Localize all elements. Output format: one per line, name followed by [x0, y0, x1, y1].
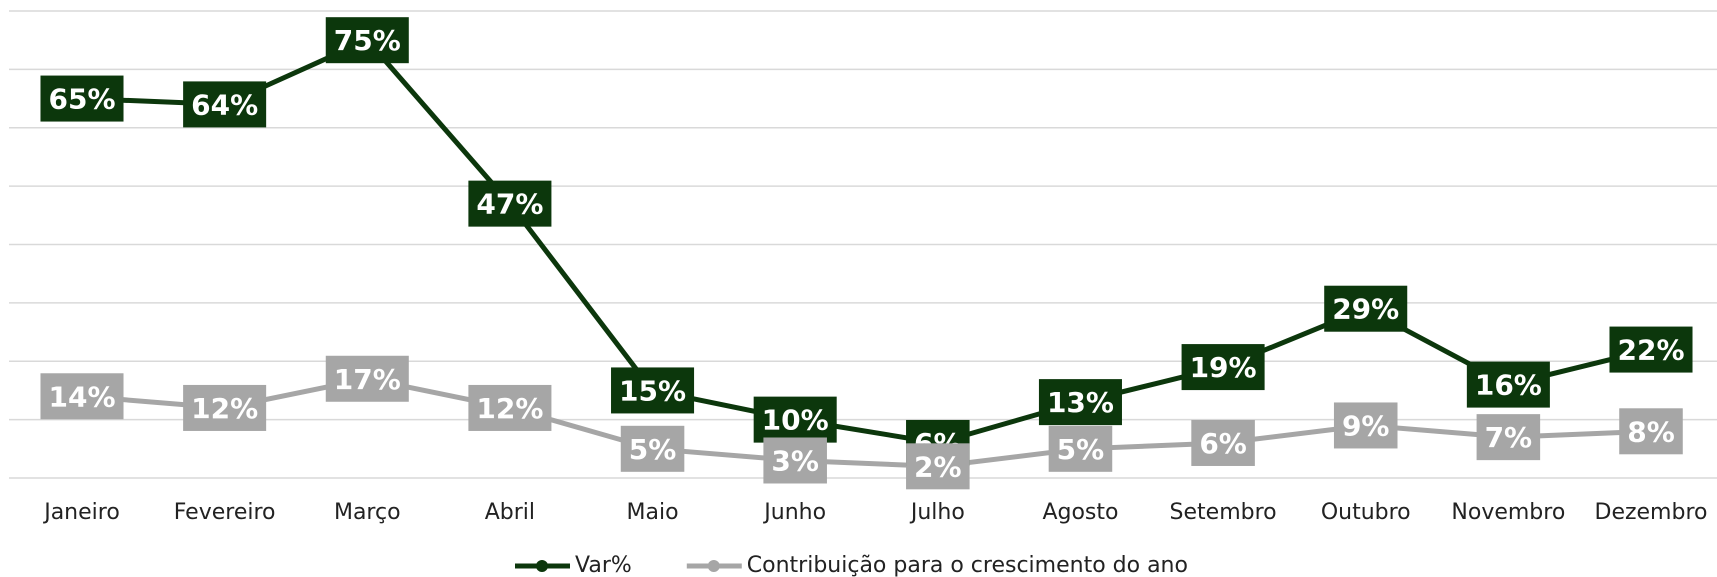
data-label: 16% — [1466, 361, 1550, 408]
data-label-box — [183, 384, 267, 431]
data-label-text: 17% — [334, 363, 401, 396]
data-label-text: 8% — [1627, 415, 1675, 448]
data-label-text: 2% — [914, 450, 962, 483]
data-label: 6% — [1191, 419, 1255, 466]
data-label: 12% — [183, 384, 267, 431]
data-label-text: 7% — [1485, 421, 1533, 454]
data-label-text: 29% — [1332, 293, 1399, 326]
data-label-box — [1038, 379, 1122, 426]
data-label: 13% — [1038, 379, 1122, 426]
x-tick-label: Abril — [485, 500, 535, 525]
data-label-box — [1324, 285, 1408, 332]
data-label: 9% — [1333, 402, 1398, 449]
data-label: 2% — [906, 443, 970, 490]
data-label-text: 9% — [1342, 409, 1390, 442]
data-label: 17% — [325, 355, 409, 402]
data-label-text: 75% — [334, 24, 401, 57]
data-label-box — [468, 180, 552, 227]
x-tick-label: Fevereiro — [174, 500, 276, 525]
x-tick-label: Agosto — [1042, 500, 1118, 525]
data-label: 3% — [763, 437, 827, 484]
x-tick-label: Junho — [762, 500, 826, 525]
data-label-text: 5% — [629, 433, 677, 466]
x-tick-label: Janeiro — [42, 500, 120, 525]
data-label: 75% — [325, 17, 409, 64]
x-tick-label: Outubro — [1321, 500, 1411, 525]
data-label-box — [325, 17, 409, 64]
data-label-box — [1619, 408, 1683, 455]
data-label-text: 15% — [619, 374, 686, 407]
x-tick-label: Julho — [909, 500, 965, 525]
data-label: 7% — [1476, 414, 1541, 461]
data-label: 65% — [40, 75, 124, 122]
data-label: 10% — [753, 396, 837, 443]
data-label: 64% — [183, 81, 267, 128]
data-label-box — [325, 355, 409, 402]
data-label-text: 22% — [1617, 334, 1684, 367]
data-label-text: 12% — [191, 392, 258, 425]
data-label: 19% — [1181, 344, 1265, 391]
data-label-text: 14% — [48, 380, 115, 413]
series-line — [81, 376, 1652, 469]
data-label-box — [1476, 414, 1541, 461]
data-label-text: 47% — [476, 188, 543, 221]
data-label-text: 16% — [1475, 369, 1542, 402]
data-label-box — [753, 396, 837, 443]
data-label: 29% — [1324, 285, 1408, 332]
data-label-box — [1333, 402, 1398, 449]
data-label-text: 19% — [1190, 351, 1257, 384]
legend-marker — [536, 560, 548, 572]
data-label-box — [40, 373, 124, 420]
data-label-text: 10% — [762, 404, 829, 437]
data-label-box — [1048, 425, 1113, 472]
data-label-text: 3% — [771, 444, 819, 477]
data-label-text: 64% — [191, 88, 258, 121]
data-label-box — [183, 81, 267, 128]
x-tick-label: Março — [334, 500, 401, 525]
data-label-text: 13% — [1047, 386, 1114, 419]
data-label-box — [1609, 326, 1693, 373]
data-label: 5% — [620, 425, 685, 472]
data-label: 47% — [468, 180, 552, 227]
data-label-box — [763, 437, 827, 484]
data-label-box — [40, 75, 124, 122]
legend-label: Contribuição para o crescimento do ano — [747, 553, 1188, 577]
legend-marker — [707, 560, 720, 572]
data-label-box — [1181, 344, 1265, 391]
legend-label: Var% — [575, 553, 632, 577]
data-label-text: 65% — [48, 83, 115, 116]
data-label-box — [611, 367, 695, 414]
data-label-box — [906, 443, 970, 490]
data-label-box — [1191, 419, 1255, 466]
data-label-text: 12% — [476, 392, 543, 425]
data-label: 12% — [468, 384, 552, 431]
x-tick-label: Maio — [627, 500, 679, 525]
data-label: 22% — [1609, 326, 1693, 373]
data-label-box — [468, 384, 552, 431]
data-label-box — [1466, 361, 1550, 408]
data-label-text: 6% — [1199, 427, 1247, 460]
series-line — [81, 37, 1652, 446]
x-tick-label: Setembro — [1170, 500, 1277, 525]
x-tick-label: Dezembro — [1595, 500, 1708, 525]
data-label: 8% — [1619, 408, 1683, 455]
data-label: 14% — [40, 373, 124, 420]
data-label-box — [620, 425, 685, 472]
data-label-text: 5% — [1057, 433, 1105, 466]
data-label: 15% — [611, 367, 695, 414]
data-label: 5% — [1048, 425, 1113, 472]
x-tick-label: Novembro — [1451, 500, 1565, 525]
